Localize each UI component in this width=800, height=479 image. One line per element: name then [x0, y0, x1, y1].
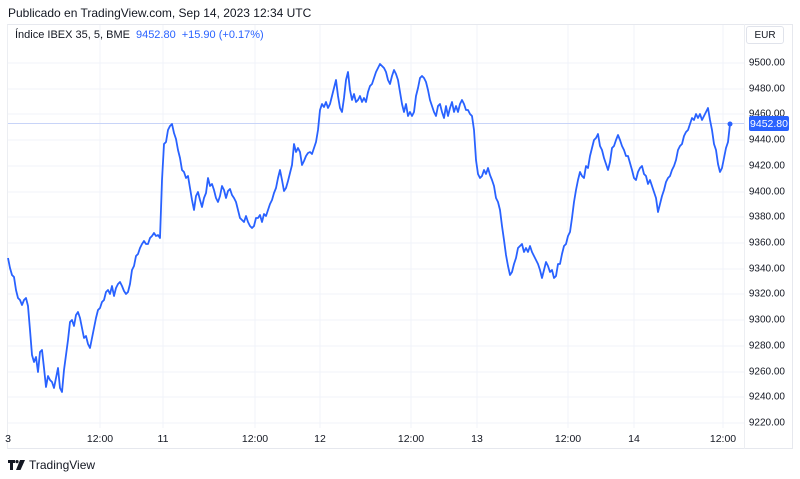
tradingview-logo-icon [8, 460, 25, 470]
y-tick: 9220.00 [748, 417, 785, 429]
y-tick: 9280.00 [748, 340, 785, 352]
grid-lines [8, 25, 744, 428]
y-tick: 9380.00 [748, 211, 785, 223]
y-tick: 9300.00 [748, 314, 785, 326]
x-tick: 12:00 [709, 433, 737, 445]
y-tick: 9400.00 [748, 186, 785, 198]
y-tick: 9440.00 [748, 134, 785, 146]
chart-legend: Índice IBEX 35, 5, BME 9452.80 +15.90 (+… [15, 29, 264, 41]
currency-button[interactable]: EUR [746, 26, 784, 44]
y-tick: 9420.00 [748, 160, 785, 172]
x-tick: 12:00 [397, 433, 425, 445]
x-tick: 12:00 [241, 433, 269, 445]
tradingview-branding[interactable]: TradingView [8, 458, 95, 472]
y-tick: 9360.00 [748, 237, 785, 249]
price-line [7, 63, 731, 393]
y-tick: 9460.00 [748, 108, 785, 120]
x-tick: 13 [471, 433, 483, 445]
symbol-title: Índice IBEX 35, 5, BME [15, 29, 130, 41]
y-tick: 9320.00 [748, 288, 785, 300]
x-tick: 12 [314, 433, 326, 445]
x-tick: 11 [157, 433, 169, 445]
y-tick: 9340.00 [748, 263, 785, 275]
change-value: +15.90 (+0.17%) [181, 29, 264, 41]
y-tick: 9260.00 [748, 366, 785, 378]
price-axis[interactable]: 9500.00 9480.00 9460.00 9440.00 9420.00 … [744, 24, 793, 449]
x-tick: 12:00 [86, 433, 114, 445]
last-price-dot [727, 121, 733, 127]
x-tick: 3 [5, 433, 11, 445]
brand-name: TradingView [29, 458, 96, 472]
last-value: 9452.80 [135, 29, 176, 41]
last-price-badge: 9452.80 [749, 116, 789, 131]
x-tick: 12:00 [554, 433, 582, 445]
y-tick: 9500.00 [748, 57, 785, 69]
published-caption: Publicado en TradingView.com, Sep 14, 20… [8, 6, 312, 20]
chart-frame [7, 24, 793, 449]
y-tick: 9480.00 [748, 83, 785, 95]
y-tick: 9240.00 [748, 391, 785, 403]
x-tick: 14 [628, 433, 640, 445]
